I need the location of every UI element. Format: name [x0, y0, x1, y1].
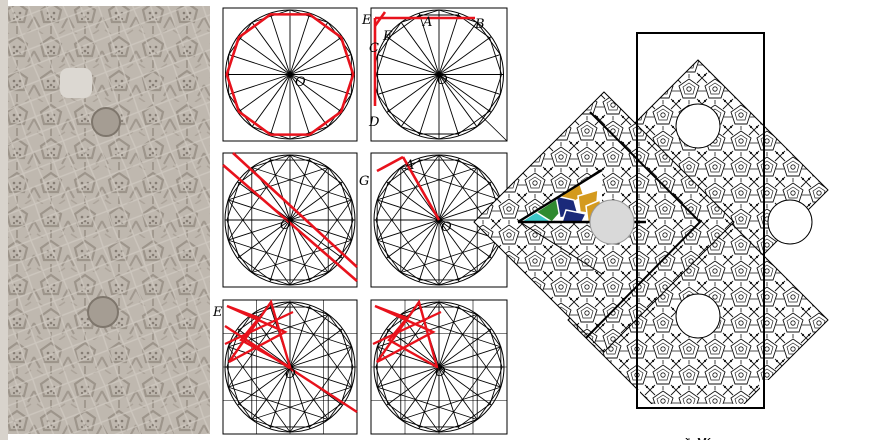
point-label-c: C [369, 41, 379, 56]
star-line [377, 167, 478, 201]
star-line [228, 239, 329, 273]
decagon-rotated [375, 14, 503, 135]
star-line [289, 301, 353, 388]
highlight-segment [224, 311, 294, 345]
star-line [289, 199, 353, 286]
highlight-diagonal [222, 164, 358, 282]
construction-panel-1: O [222, 7, 358, 142]
highlight-decagon [225, 13, 355, 136]
point-label-o: O [435, 365, 446, 380]
point-label-a: A [404, 158, 414, 173]
point-label-f: F [382, 29, 393, 44]
medallion-right [767, 199, 813, 245]
highlight-star [226, 299, 292, 370]
construction-panel-2: E A B FC O D [361, 7, 508, 142]
highlight-segment [372, 311, 442, 345]
decagon-rotated [226, 306, 354, 428]
star-line [228, 386, 329, 420]
highlight-diagonal [224, 324, 358, 414]
star-line [376, 346, 440, 433]
star-line [227, 199, 291, 286]
highlight-diagonal [232, 152, 358, 268]
star-line [438, 346, 502, 433]
point-label-d: D [368, 115, 380, 130]
boss-knob-bottom [87, 296, 119, 328]
radial-line [269, 158, 311, 282]
star-line [400, 239, 501, 273]
star-line [376, 199, 440, 286]
star-line [289, 154, 353, 241]
boss-knob-top [91, 107, 121, 137]
decagon [377, 9, 501, 140]
highlight-segment [373, 11, 387, 27]
decagon-rotated [375, 306, 503, 428]
star-line [377, 386, 478, 420]
outline-square [585, 111, 702, 339]
highlight-star [374, 299, 439, 370]
point-label-o: O [280, 218, 291, 233]
highlight-segment [376, 155, 404, 173]
radial-line [269, 13, 311, 136]
medallion-gray [589, 199, 635, 245]
star-line [377, 239, 478, 273]
star-line [400, 314, 501, 348]
point-label-a: A [422, 15, 432, 30]
highlight-segment [401, 156, 441, 221]
star-line [376, 154, 440, 241]
star-line [227, 346, 291, 433]
star-line [251, 386, 352, 420]
construction-panel-3: O [222, 152, 358, 288]
decagon-rotated [226, 159, 354, 281]
star-line [228, 167, 329, 201]
point-label-e: E [212, 305, 223, 320]
outline-rectangle [636, 32, 765, 409]
star-line [251, 167, 352, 201]
star-line [400, 167, 501, 201]
colored-unit-triangle [517, 168, 646, 245]
point-label-o: O [441, 220, 452, 235]
point-label-g: G [359, 174, 369, 189]
point-label-e: E [361, 13, 372, 28]
construction-panel-5: EO [212, 299, 358, 435]
tessellation-diagram [473, 32, 830, 440]
medallion-top [675, 103, 721, 149]
star-line [438, 301, 502, 388]
point-label-b: B [474, 17, 485, 32]
point-label-o: O [295, 75, 306, 90]
medallion-bottom [675, 293, 721, 339]
construction-panel-6: O [370, 299, 508, 435]
point-label-o: O [437, 73, 448, 88]
star-line [251, 314, 352, 348]
star-line [400, 386, 501, 420]
point-label-o: O [285, 367, 296, 382]
carved-stone-panel-photo [0, 0, 210, 440]
dashed-diagonal [438, 74, 508, 142]
damaged-patch [60, 68, 92, 98]
